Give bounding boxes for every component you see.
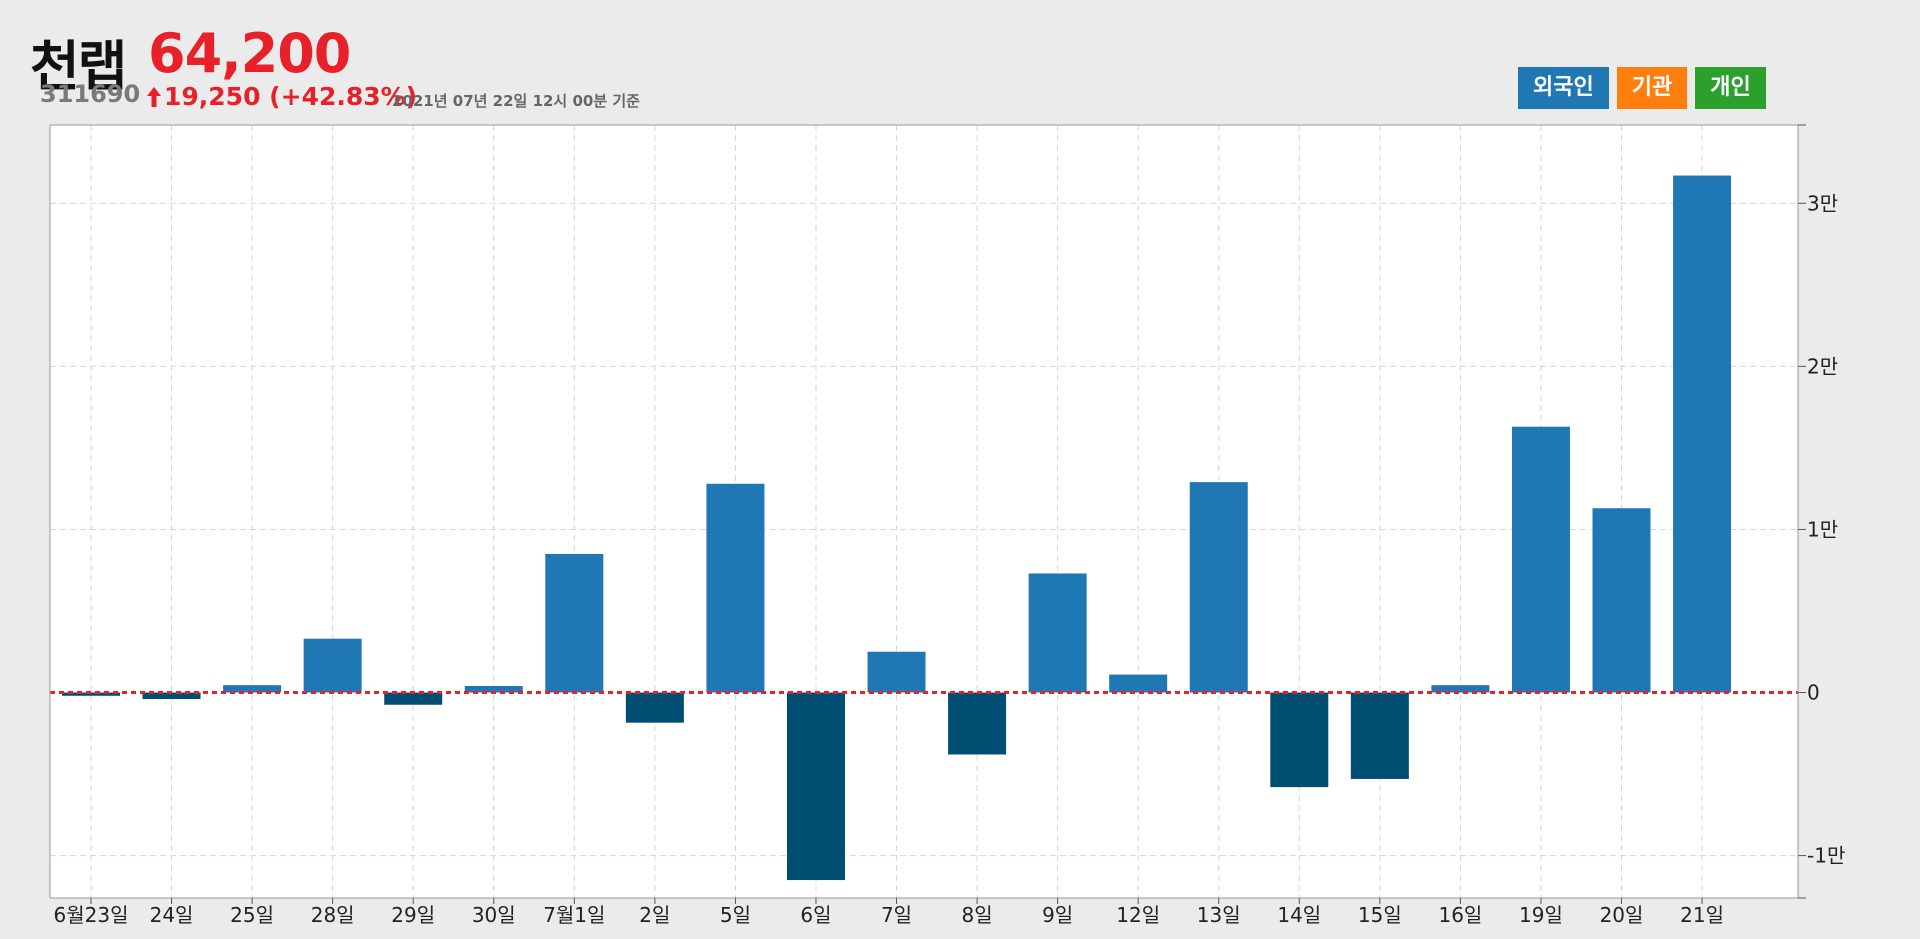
bar — [1350, 692, 1409, 779]
bar — [62, 692, 120, 696]
bar — [303, 638, 362, 693]
bar — [948, 692, 1007, 755]
plot-area — [50, 125, 1798, 898]
y-tick-label: 3만 — [1807, 191, 1838, 215]
bar — [1673, 175, 1732, 693]
x-tick-label: 7월1일 — [543, 903, 605, 927]
up-arrow-icon — [147, 86, 161, 107]
investor-legend: 외국인 기관 개인 — [1518, 67, 1766, 109]
bar — [464, 685, 523, 693]
x-tick-label: 16일 — [1438, 903, 1482, 927]
bar — [1431, 685, 1490, 693]
x-tick-label: 24일 — [150, 903, 194, 927]
individual-investor-button[interactable]: 개인 — [1695, 67, 1766, 109]
y-tick-label: 2만 — [1807, 354, 1838, 378]
bar — [1028, 573, 1087, 693]
x-tick-label: 6월23일 — [54, 903, 129, 927]
x-tick-label: 8일 — [962, 903, 993, 927]
bar — [706, 483, 765, 693]
x-tick-label: 12일 — [1116, 903, 1160, 927]
x-tick-label: 30일 — [472, 903, 516, 927]
institution-investor-button[interactable]: 기관 — [1616, 67, 1688, 109]
price-change: 19,250 (+42.83%) — [146, 82, 417, 111]
x-tick-label: 29일 — [391, 903, 435, 927]
x-tick-label: 5일 — [720, 903, 751, 927]
x-tick-label: 28일 — [311, 903, 355, 927]
stock-code: 311690 — [40, 80, 141, 108]
bar — [1189, 482, 1248, 693]
timestamp: 2021년 07년 22일 12시 00분 기준 — [392, 92, 640, 110]
x-tick-label: 6일 — [800, 903, 831, 927]
y-tick-label: -1만 — [1807, 844, 1845, 868]
bar — [867, 651, 926, 693]
price-change-value: 19,250 (+42.83%) — [164, 82, 418, 111]
bar — [786, 692, 845, 881]
current-price: 64,200 — [148, 22, 351, 85]
bar — [1511, 426, 1570, 693]
x-tick-label: 15일 — [1358, 903, 1402, 927]
x-tick-label: 19일 — [1519, 903, 1563, 927]
x-tick-label: 9일 — [1042, 903, 1073, 927]
x-tick-label: 14일 — [1277, 903, 1321, 927]
stock-header: 천랩 64,200 311690 19,250 (+42.83%) 2021년 … — [30, 18, 1530, 118]
bar — [625, 692, 684, 723]
bar — [1592, 508, 1651, 693]
y-tick-label: 0 — [1807, 681, 1820, 705]
x-tick-label: 20일 — [1600, 903, 1644, 927]
bar — [1109, 674, 1168, 693]
x-tick-label: 25일 — [230, 903, 274, 927]
bar — [223, 685, 282, 693]
stock-name: 천랩 — [30, 35, 127, 98]
x-tick-label: 7일 — [881, 903, 912, 927]
x-tick-label: 13일 — [1197, 903, 1241, 927]
y-tick-label: 1만 — [1807, 517, 1838, 541]
bar — [545, 553, 604, 693]
bar — [142, 692, 201, 700]
x-tick-label: 21일 — [1680, 903, 1724, 927]
foreign-investor-button[interactable]: 외국인 — [1518, 67, 1609, 109]
x-tick-label: 2일 — [639, 903, 670, 927]
bar — [1270, 692, 1329, 788]
bar — [384, 692, 443, 705]
